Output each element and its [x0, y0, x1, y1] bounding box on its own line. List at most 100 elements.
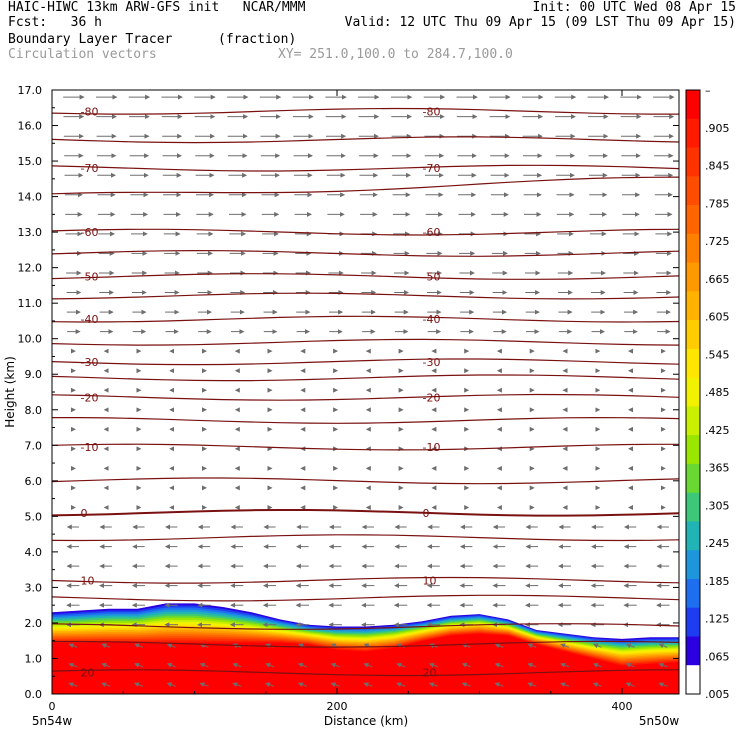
- colorbar-label-2: .845: [705, 160, 730, 173]
- x-tick-label-1: 200: [327, 700, 348, 713]
- colorbar-label-12: .245: [705, 537, 730, 550]
- isotherm-0: [51, 107, 679, 115]
- isotherm-label-0-0: -80: [81, 105, 99, 118]
- isotherm-unlabeled-4: [51, 338, 680, 346]
- vector-6: [265, 682, 275, 688]
- tracer-fill: [52, 603, 679, 694]
- y-tick-label-3: 3.0: [25, 581, 43, 594]
- colorbar-swatch-13: [686, 463, 700, 494]
- isotherm-label-5-0: -30: [81, 356, 99, 369]
- x-endpoint-left: 5n54w: [32, 714, 73, 728]
- colorbar-swatch-3: [686, 176, 700, 206]
- vector-41: [166, 643, 176, 649]
- colorbar-label-4: .725: [705, 235, 730, 248]
- field-units: (fraction): [218, 32, 297, 47]
- valid-time: Valid: 12 UTC Thu 09 Apr 15 (09 LST Thu …: [344, 15, 736, 30]
- y-tick-label-11: 11.0: [18, 297, 43, 310]
- vector-37: [658, 662, 668, 668]
- vector-35: [592, 662, 602, 668]
- vector-15: [560, 682, 570, 688]
- vector-21: [134, 662, 144, 668]
- field-name: Boundary Layer Tracer: [8, 32, 173, 47]
- colorbar-swatch-16: [686, 550, 700, 580]
- vector-3: [166, 682, 176, 688]
- y-tick-label-8: 8.0: [25, 404, 43, 417]
- circulation-vectors: [63, 94, 675, 688]
- vector-30: [428, 662, 439, 668]
- x-tick-label-2: 400: [612, 700, 633, 713]
- y-tick-label-0: 0.0: [25, 688, 43, 701]
- colorbar-swatch-14: [686, 492, 700, 522]
- isotherm-label-6-0: -20: [81, 391, 99, 404]
- vector-56: [658, 643, 668, 649]
- isotherm-label-3-0: -50: [81, 271, 99, 284]
- y-tick-label-16: 16.0: [18, 120, 43, 133]
- vector-20: [101, 662, 111, 668]
- vector-25: [265, 662, 275, 668]
- isotherm-5: [51, 358, 680, 366]
- isotherm-unlabeled-10: [51, 623, 680, 630]
- vector-24: [232, 662, 242, 668]
- vector-31: [461, 662, 471, 668]
- colorbar-label-3: .785: [705, 197, 730, 210]
- vector-19: [68, 662, 78, 668]
- vector-2: [133, 682, 144, 688]
- isotherm-label-4-0: -40: [81, 313, 99, 326]
- y-tick-label-14: 14.0: [18, 191, 43, 204]
- vector-54: [592, 643, 602, 649]
- vector-5: [232, 682, 242, 688]
- isotherm-3: [51, 273, 680, 280]
- colorbar-label-0: –: [705, 84, 711, 97]
- isotherm-10: [51, 669, 680, 677]
- isotherm-unlabeled-3: [51, 292, 680, 300]
- colorbar-swatch-8: [686, 320, 700, 350]
- vector-14: [527, 682, 537, 688]
- colorbar-label-15: .065: [705, 650, 730, 663]
- isotherm-unlabeled-11: [52, 640, 680, 648]
- x-endpoint-right: 5n50w: [639, 714, 680, 728]
- y-tick-label-4: 4.0: [25, 546, 43, 559]
- x-axis-title: Distance (km): [324, 714, 408, 728]
- x-tick-label-0: 0: [49, 700, 56, 713]
- vector-9: [363, 682, 373, 688]
- y-tick-label-5: 5.0: [25, 510, 43, 523]
- isotherm-contours: -80 -80 -70 -70 -60 -60 -50 -50 -40 -40 -30 -30 -20 -…: [51, 105, 680, 680]
- isotherm-label-5-1: -30: [423, 356, 441, 369]
- vector-12: [461, 682, 471, 688]
- vector-legend: Circulation vectors: [8, 47, 157, 62]
- vector-23: [199, 662, 209, 668]
- isotherm-label-10-0: 20: [81, 667, 95, 680]
- colorbar-swatch-11: [686, 406, 700, 436]
- isotherm-label-8-1: 0: [423, 507, 430, 520]
- vector-52: [527, 643, 537, 649]
- isotherm-label-7-1: -10: [423, 441, 441, 454]
- y-axis-title: Height (km): [3, 356, 17, 427]
- isotherm-label-0-1: -80: [423, 105, 441, 118]
- vector-29: [396, 662, 406, 668]
- vector-55: [625, 643, 635, 649]
- vector-22: [166, 662, 176, 668]
- vector-0: [68, 682, 78, 688]
- vector-16: [592, 682, 602, 688]
- x-axis: 0 200 400: [49, 90, 633, 713]
- isotherm-unlabeled-9: [51, 594, 680, 602]
- colorbar-label-6: .605: [705, 311, 730, 324]
- vector-10: [396, 682, 406, 688]
- y-tick-label-7: 7.0: [25, 439, 43, 452]
- colorbar-frame: [685, 89, 701, 695]
- colorbar-swatch-2: [686, 147, 700, 177]
- colorbar-swatch-19: [686, 636, 700, 666]
- init-time: Init: 00 UTC Wed 08 Apr 15: [532, 0, 737, 15]
- isotherm-7: [51, 443, 679, 451]
- vector-27: [330, 662, 340, 668]
- model-title: HAIC-HIWC 13km ARW-GFS init NCAR/MMM: [8, 0, 306, 15]
- colorbar-swatch-0: [686, 90, 700, 120]
- colorbar-label-1: .905: [705, 122, 730, 135]
- colorbar-swatch-20: [686, 665, 700, 695]
- isotherm-unlabeled-2: [51, 249, 680, 257]
- vector-39: [101, 643, 111, 649]
- colorbar-label-14: .125: [705, 613, 730, 626]
- y-tick-label-6: 6.0: [25, 475, 43, 488]
- isotherm-unlabeled-7: [51, 477, 680, 485]
